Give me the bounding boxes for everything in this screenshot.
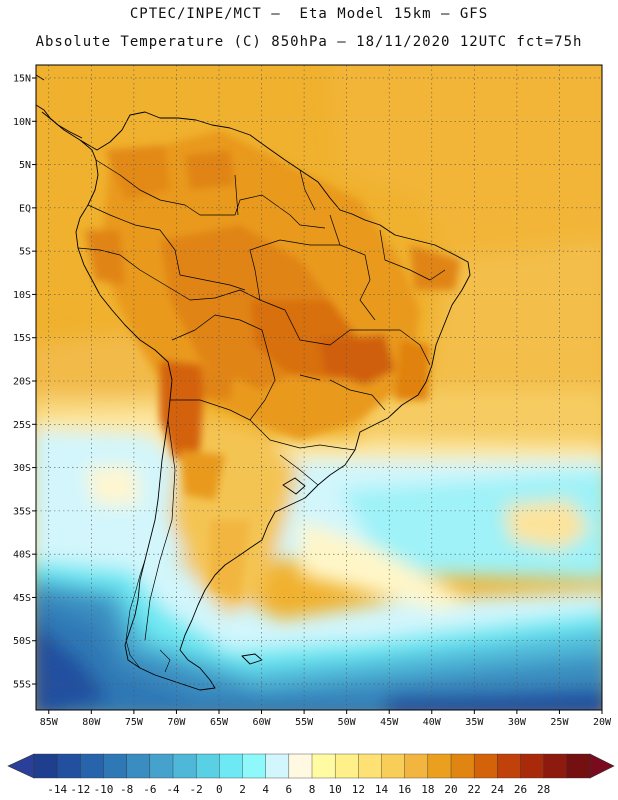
colorbar-labels: -14 -12 -10 -8 -6 -4 -2 0 2 4 6 8 10 12 14 16 18 20 22 24 26… (47, 783, 550, 796)
colorbar-label: 6 (286, 783, 293, 796)
longitude-label: 55W (295, 717, 314, 728)
colorbar-swatch (126, 753, 151, 779)
colorbar-swatch (497, 753, 522, 779)
colorbar-swatch (242, 753, 267, 779)
latitude-label: 15N (13, 73, 31, 84)
latitude-label: 5S (19, 247, 31, 258)
longitude-label: 25W (550, 717, 569, 728)
colorbar-low-arrow (7, 753, 35, 779)
latitude-label: 55S (13, 680, 31, 691)
colorbar-swatch (358, 753, 383, 779)
latitude-label: 30S (13, 463, 31, 474)
colorbar-label: -10 (94, 783, 114, 796)
latitude-label: 10N (13, 117, 31, 128)
latitude-label: 25S (13, 420, 31, 431)
colorbar-label: 0 (216, 783, 223, 796)
chart-title-line-1: CPTEC/INPE/MCT – Eta Model 15km – GFS (129, 6, 489, 22)
longitude-label: 85W (40, 717, 59, 728)
colorbar-swatch (473, 753, 498, 779)
colorbar-label: -6 (143, 783, 156, 796)
colorbar-label: -4 (166, 783, 180, 796)
longitude-label: 45W (380, 717, 399, 728)
latitude-label: 45S (13, 593, 31, 604)
colorbar-label: 14 (375, 783, 389, 796)
south-america-coastline (41, 111, 471, 691)
latitude-label: 40S (13, 550, 31, 561)
map-frame (35, 64, 603, 711)
country-borders (77, 159, 446, 641)
longitude-label: 20W (593, 717, 612, 728)
colorbar-label: 8 (309, 783, 316, 796)
colorbar-swatch (265, 753, 290, 779)
colorbar-swatch (33, 753, 58, 779)
longitude-label: 60W (253, 717, 272, 728)
colorbar-swatch (334, 753, 359, 779)
colorbar-label: -2 (190, 783, 203, 796)
colorbar-swatch (311, 753, 336, 779)
colorbar-swatch (56, 753, 81, 779)
colorbar-high-arrow (589, 753, 615, 779)
latitude-labels: 15N 10N 5N EQ 5S 10S 15S 20S 25S 30S 35S 40S 45S 50S 5… (13, 73, 36, 691)
colorbar-label: -12 (70, 783, 90, 796)
field-land-warm-layers (85, 130, 460, 600)
colorbar-label: 22 (468, 783, 481, 796)
colorbar-label: 20 (444, 783, 457, 796)
colorbar-swatch (80, 753, 105, 779)
latitude-label: 10S (13, 290, 31, 301)
colorbar-label: -8 (120, 783, 133, 796)
colorbar-swatch (427, 753, 452, 779)
latitude-label: EQ (19, 203, 31, 214)
colorbar-swatch (450, 753, 475, 779)
colorbar-label: 26 (514, 783, 527, 796)
colorbar-swatch (543, 753, 568, 779)
colorbar-swatch (219, 753, 243, 779)
colorbar-swatch (149, 753, 174, 779)
latitude-label: 35S (13, 506, 31, 517)
chart-title-line-2: Absolute Temperature (C) 850hPa – 18/11/… (35, 34, 583, 50)
colorbar-swatch (404, 753, 429, 779)
longitude-label: 40W (423, 717, 442, 728)
colorbar (7, 753, 615, 779)
chile-fjords (125, 559, 171, 673)
latitude-label: 20S (13, 377, 31, 388)
colorbar-swatch (381, 753, 406, 779)
colorbar-label: -14 (47, 783, 67, 796)
colorbar-label: 18 (421, 783, 434, 796)
falklands (241, 653, 263, 665)
colorbar-swatch (566, 753, 591, 779)
colorbar-swatch (103, 753, 128, 779)
colorbar-label: 28 (537, 783, 550, 796)
latitude-label: 5N (19, 160, 31, 171)
colorbar-label: 16 (398, 783, 411, 796)
latitude-label: 15S (13, 333, 31, 344)
longitude-label: 30W (508, 717, 527, 728)
longitude-label: 75W (125, 717, 144, 728)
longitude-label: 70W (167, 717, 186, 728)
colorbar-label: 4 (262, 783, 269, 796)
colorbar-swatch (288, 753, 313, 779)
colorbar-swatch (520, 753, 545, 779)
temperature-field (36, 65, 602, 710)
colorbar-label: 12 (352, 783, 365, 796)
colorbar-swatch (172, 753, 197, 779)
longitude-label: 65W (210, 717, 229, 728)
colorbar-label: 2 (239, 783, 246, 796)
field-smooth-layers (36, 65, 602, 710)
longitude-labels: 85W 80W 75W 70W 65W 60W 55W 50W 45W 40W 35W 30W 25W 2… (40, 710, 612, 728)
longitude-label: 80W (82, 717, 101, 728)
colorbar-label: 24 (491, 783, 505, 796)
colorbar-swatch (195, 753, 220, 779)
longitude-label: 35W (465, 717, 484, 728)
uruguay-lagoon (282, 477, 306, 495)
colorbar-label: 10 (329, 783, 342, 796)
latitude-label: 50S (13, 636, 31, 647)
longitude-label: 50W (338, 717, 357, 728)
